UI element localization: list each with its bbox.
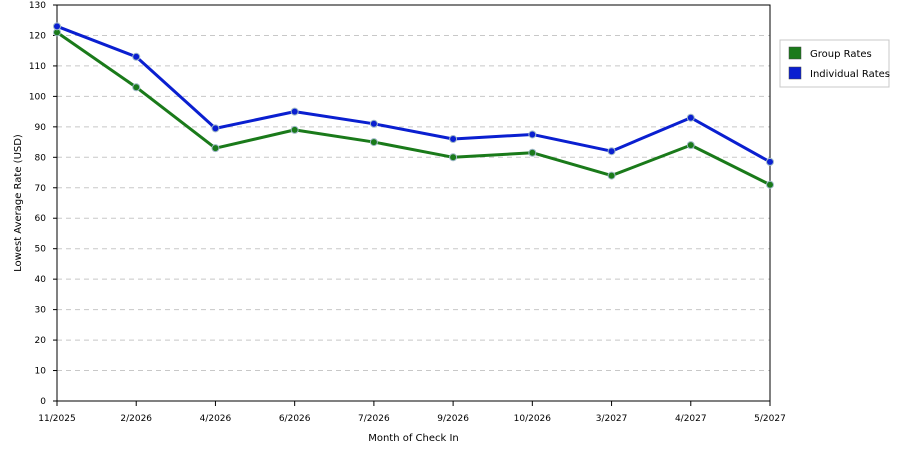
data-point bbox=[686, 141, 695, 150]
y-tick-label: 20 bbox=[35, 336, 47, 346]
x-tick-label: 11/2025 bbox=[38, 414, 75, 424]
data-point bbox=[686, 113, 695, 122]
series-individual-rates bbox=[53, 22, 774, 166]
data-point bbox=[369, 138, 378, 147]
y-tick-label: 50 bbox=[35, 245, 47, 255]
legend-swatch bbox=[788, 46, 802, 60]
x-axis-title: Month of Check In bbox=[368, 433, 459, 444]
y-tick-label: 130 bbox=[29, 1, 46, 11]
y-tick-label: 70 bbox=[35, 184, 47, 194]
series-line bbox=[56, 24, 771, 164]
legend-label: Group Rates bbox=[810, 49, 872, 60]
x-tick-label: 3/2027 bbox=[596, 414, 628, 424]
data-point bbox=[528, 130, 537, 139]
legend: Group Rates Individual Rates bbox=[779, 39, 890, 88]
y-tick-label: 40 bbox=[35, 275, 47, 285]
y-tick-label: 120 bbox=[29, 31, 46, 41]
x-tick-label: 9/2026 bbox=[437, 414, 469, 424]
data-point bbox=[766, 157, 774, 166]
x-axis: 11/2025 2/2026 4/2026 6/2026 7/2026 9/2026 10/… bbox=[38, 401, 786, 424]
plot-frame bbox=[56, 4, 771, 402]
y-tick-label: 60 bbox=[35, 214, 47, 224]
series-group-rates bbox=[53, 28, 774, 189]
y-tick-label: 110 bbox=[29, 62, 46, 72]
data-point bbox=[607, 171, 616, 180]
data-point bbox=[528, 148, 537, 157]
data-point bbox=[449, 153, 458, 162]
data-point bbox=[449, 135, 458, 144]
legend-label: Individual Rates bbox=[810, 69, 890, 80]
data-point bbox=[766, 180, 774, 189]
data-point bbox=[369, 119, 378, 128]
series-line bbox=[56, 31, 771, 187]
data-point bbox=[211, 124, 220, 133]
series-layer bbox=[53, 22, 774, 189]
x-tick-label: 10/2026 bbox=[514, 414, 552, 424]
grid-lines bbox=[57, 34, 770, 372]
legend-swatch bbox=[788, 66, 802, 80]
x-tick-label: 4/2026 bbox=[200, 414, 232, 424]
y-tick-label: 30 bbox=[35, 306, 47, 316]
data-point bbox=[290, 107, 299, 116]
y-tick-label: 100 bbox=[29, 92, 46, 102]
data-point bbox=[290, 125, 299, 134]
x-tick-label: 2/2026 bbox=[120, 414, 152, 424]
data-point bbox=[53, 22, 61, 31]
data-point bbox=[211, 144, 220, 153]
data-point bbox=[132, 83, 141, 92]
data-point bbox=[607, 147, 616, 156]
y-tick-label: 80 bbox=[35, 153, 47, 163]
y-tick-label: 0 bbox=[40, 397, 46, 407]
x-tick-label: 5/2027 bbox=[754, 414, 786, 424]
x-tick-label: 4/2027 bbox=[675, 414, 707, 424]
y-axis: 0 10 20 30 40 50 60 70 80 90 100 110 120 130 bbox=[29, 1, 57, 407]
x-tick-label: 6/2026 bbox=[279, 414, 311, 424]
x-tick-label: 7/2026 bbox=[358, 414, 390, 424]
y-tick-label: 90 bbox=[35, 123, 47, 133]
data-point bbox=[132, 52, 141, 61]
y-tick-label: 10 bbox=[35, 367, 47, 377]
y-axis-title: Lowest Average Rate (USD) bbox=[13, 134, 24, 272]
